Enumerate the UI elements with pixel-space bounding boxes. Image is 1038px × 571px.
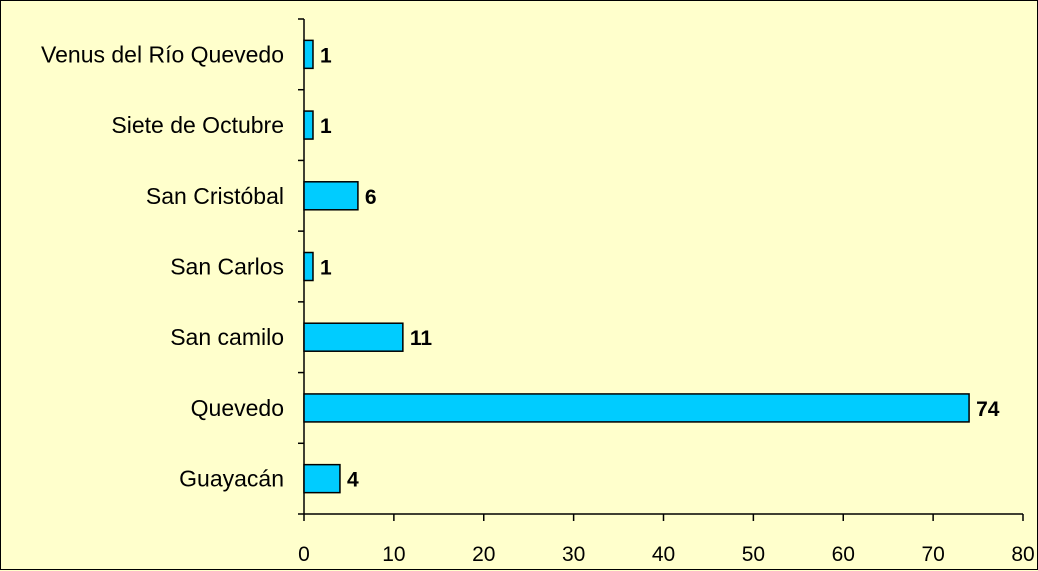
x-tick-label: 80 bbox=[1011, 543, 1034, 566]
data-label: 74 bbox=[976, 398, 1000, 421]
category-label: San camilo bbox=[170, 324, 284, 350]
bar bbox=[303, 110, 314, 140]
data-label: 4 bbox=[347, 469, 359, 492]
x-tick-label: 70 bbox=[921, 543, 944, 566]
bar bbox=[303, 181, 359, 211]
category-label: Venus del Río Quevedo bbox=[41, 41, 284, 67]
x-tick-label: 40 bbox=[652, 543, 675, 566]
x-tick-label: 30 bbox=[562, 543, 585, 566]
bar bbox=[303, 39, 314, 70]
bar bbox=[303, 463, 341, 494]
x-tick-label: 10 bbox=[382, 543, 405, 566]
data-label: 1 bbox=[320, 257, 332, 280]
bar bbox=[303, 322, 404, 352]
category-label: Guayacán bbox=[179, 466, 284, 492]
category-label: Siete de Octubre bbox=[111, 112, 284, 138]
category-label: San Carlos bbox=[170, 254, 284, 280]
x-tick-label: 50 bbox=[742, 543, 765, 566]
x-tick-label: 60 bbox=[832, 543, 855, 566]
x-tick-label: 20 bbox=[472, 543, 495, 566]
data-label: 6 bbox=[365, 186, 377, 209]
data-label: 11 bbox=[410, 327, 433, 350]
x-tick-label: 0 bbox=[298, 543, 310, 566]
category-label: Quevedo bbox=[191, 395, 284, 421]
category-label: San Cristóbal bbox=[146, 183, 284, 209]
bar bbox=[303, 251, 314, 282]
data-label: 1 bbox=[320, 115, 332, 138]
bar bbox=[303, 393, 970, 423]
data-label: 1 bbox=[320, 44, 332, 67]
